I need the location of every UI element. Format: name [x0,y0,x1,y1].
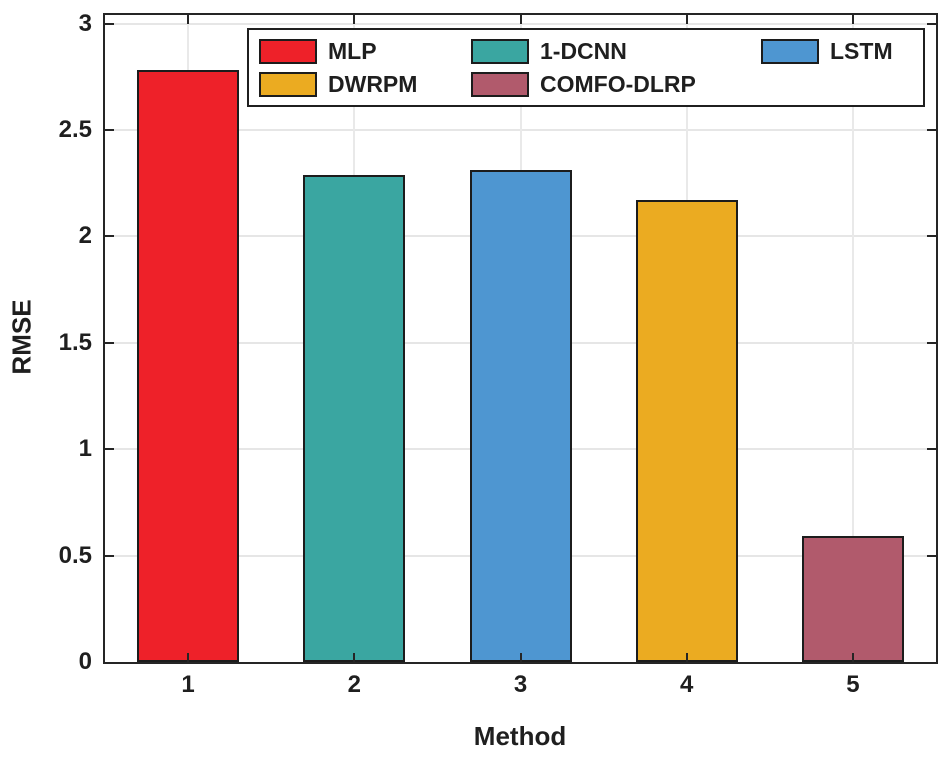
legend-item: COMFO-DLRP [471,71,761,97]
x-tick-mark [187,15,190,24]
y-tick-label: 1.5 [58,328,92,356]
x-tick-mark [685,653,688,662]
legend-item-label: COMFO-DLRP [540,71,696,97]
x-tick-mark [685,15,688,24]
x-axis-label: Method [473,721,567,751]
x-tick-mark [851,15,854,24]
x-tick-label: 5 [846,671,860,698]
y-tick-mark [927,341,936,344]
legend-swatch-icon [259,71,317,97]
y-tick-label: 3 [78,9,92,37]
legend-swatch-icon [259,38,317,64]
y-tick-mark [927,22,936,25]
bar [801,536,904,662]
x-tick-mark [519,15,522,24]
legend-item-label: LSTM [830,38,893,64]
plot-area [103,13,938,664]
x-tick-mark [187,653,190,662]
y-tick-mark [927,235,936,238]
y-tick-label: 2 [78,222,92,250]
x-tick-mark [353,15,356,24]
bar [303,174,406,662]
plot-inner [105,15,936,662]
y-tick-mark [927,554,936,557]
y-tick-mark [105,448,114,451]
legend-swatch-icon [471,71,529,97]
v-gridline [851,15,854,662]
x-tick-mark [851,653,854,662]
y-tick-mark [105,128,114,131]
y-tick-mark [927,128,936,131]
y-tick-mark [105,22,114,25]
legend-item: LSTM [761,38,913,64]
y-tick-mark [105,235,114,238]
bar [137,70,240,662]
legend: MLP 1-DCNN LSTM DWRPM COMFO-DLRP [247,28,925,107]
x-tick-label: 4 [680,671,694,698]
x-tick-label: 3 [513,671,528,698]
bar [635,200,738,662]
y-tick-label: 0.5 [58,541,92,569]
x-tick-mark [353,653,356,662]
y-tick-label: 2.5 [58,115,92,143]
legend-item-label: DWRPM [328,71,418,97]
legend-item: 1-DCNN [471,38,761,64]
y-tick-label: 1 [78,435,92,463]
x-tick-mark [519,653,522,662]
legend-item: MLP [259,38,471,64]
y-tick-label: 0 [78,648,92,675]
y-tick-mark [927,448,936,451]
legend-swatch-icon [761,38,819,64]
x-tick-label: 1 [181,671,195,698]
legend-item: DWRPM [259,71,471,97]
legend-swatch-icon [471,38,529,64]
legend-item-label: 1-DCNN [540,38,627,64]
y-tick-mark [105,554,114,557]
x-tick-label: 2 [347,671,361,698]
bar [469,170,572,662]
legend-item-label: MLP [328,38,377,64]
y-tick-mark [105,341,114,344]
